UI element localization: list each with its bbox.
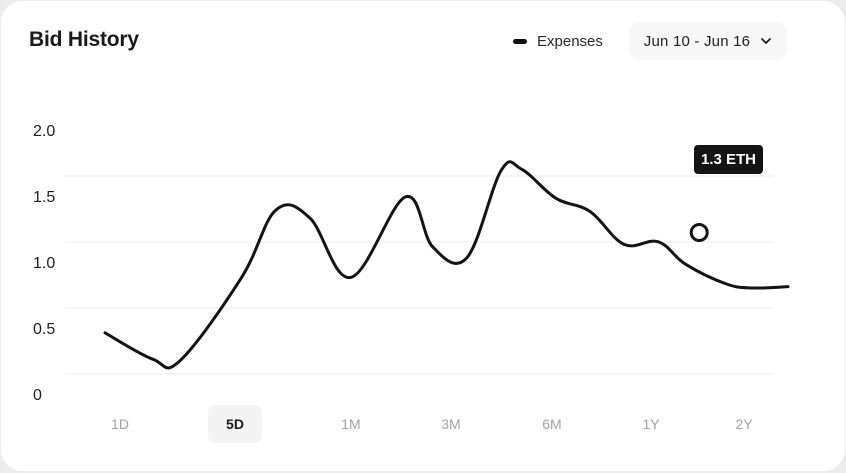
y-axis-ticks: 0 0.5 1.0 1.5 2.0 xyxy=(33,123,55,404)
legend-label: Expenses xyxy=(537,32,603,50)
y-tick-label: 2.0 xyxy=(33,123,55,140)
y-tick-label: 0.5 xyxy=(33,321,55,338)
series-line-expenses xyxy=(103,160,790,370)
value-tooltip: 1.3 ETH xyxy=(694,145,764,174)
y-tick-label: 1.5 xyxy=(33,189,55,206)
chart-legend: Expenses xyxy=(513,32,603,50)
chart-title: Bid History xyxy=(29,28,139,51)
tab-2y[interactable]: 2Y xyxy=(735,416,753,432)
tab-6m[interactable]: 6M xyxy=(542,416,562,432)
tab-1d[interactable]: 1D xyxy=(111,416,129,432)
y-tick-label: 0 xyxy=(33,387,42,404)
y-tick-label: 1.0 xyxy=(33,255,55,272)
chevron-down-icon xyxy=(761,38,772,44)
tab-3m[interactable]: 3M xyxy=(441,416,461,432)
time-range-tabs: 1D 5D 1M 3M 6M 1Y 2Y xyxy=(1,405,846,443)
tab-1y[interactable]: 1Y xyxy=(642,416,660,432)
date-range-dropdown[interactable]: Jun 10 - Jun 16 xyxy=(629,22,787,60)
tab-1m[interactable]: 1M xyxy=(341,416,361,432)
date-range-label: Jun 10 - Jun 16 xyxy=(643,32,751,50)
tab-5d[interactable]: 5D xyxy=(208,405,262,443)
legend-swatch xyxy=(513,38,527,44)
highlight-point[interactable] xyxy=(689,223,709,243)
grid-lines xyxy=(65,175,773,375)
